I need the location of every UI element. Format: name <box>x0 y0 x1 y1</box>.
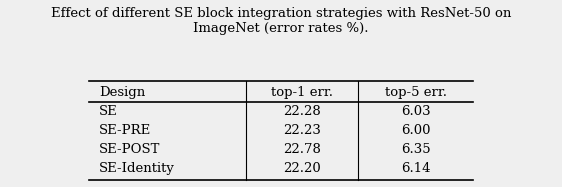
Text: 22.28: 22.28 <box>283 105 321 118</box>
Text: Effect of different SE block integration strategies with ResNet-50 on
ImageNet (: Effect of different SE block integration… <box>51 7 511 35</box>
Text: top-5 err.: top-5 err. <box>385 85 447 99</box>
Text: 6.00: 6.00 <box>401 124 430 137</box>
Text: 22.20: 22.20 <box>283 162 321 175</box>
Text: SE-PRE: SE-PRE <box>99 124 152 137</box>
Text: 22.78: 22.78 <box>283 143 321 156</box>
Text: top-1 err.: top-1 err. <box>271 85 333 99</box>
Text: 6.14: 6.14 <box>401 162 430 175</box>
Text: SE-POST: SE-POST <box>99 143 161 156</box>
Text: 22.23: 22.23 <box>283 124 321 137</box>
Text: SE-Identity: SE-Identity <box>99 162 175 175</box>
Text: SE: SE <box>99 105 118 118</box>
Text: 6.35: 6.35 <box>401 143 430 156</box>
Text: 6.03: 6.03 <box>401 105 430 118</box>
Text: Design: Design <box>99 85 146 99</box>
